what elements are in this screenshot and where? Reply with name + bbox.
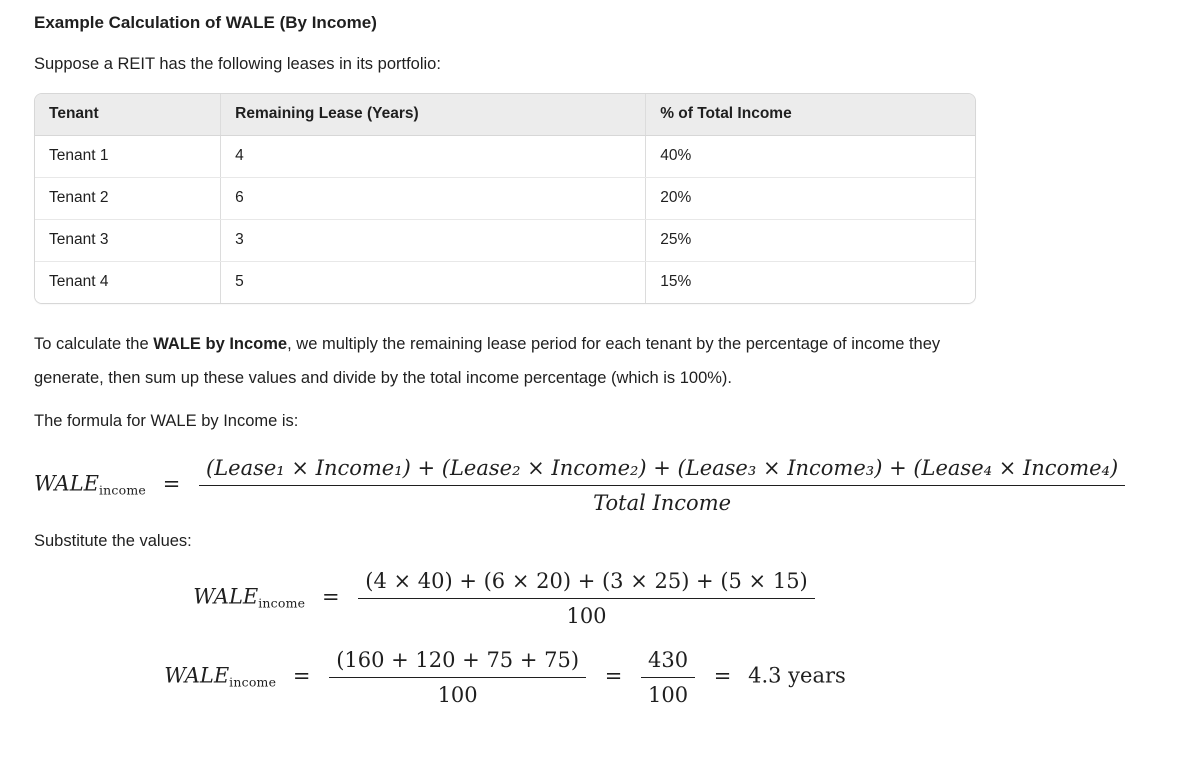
fraction: (Lease₁ × Income₁) + (Lease₂ × Income₂) … — [199, 455, 1126, 515]
column-header-tenant: Tenant — [35, 94, 221, 136]
formula-lhs: WALE — [34, 471, 99, 496]
equals-sign: = — [321, 584, 340, 609]
formula-result-value: 4.3 years — [748, 663, 846, 688]
fraction-numerator: (160 + 120 + 75 + 75) — [329, 647, 587, 678]
formula-lhs-subscript: income — [229, 674, 277, 690]
equals-sign: = — [713, 663, 732, 688]
table-row: Tenant 2 6 20% — [35, 177, 975, 220]
fraction-numerator: (Lease₁ × Income₁) + (Lease₂ × Income₂) … — [199, 455, 1126, 486]
page-title: Example Calculation of WALE (By Income) — [34, 13, 377, 32]
formula-lhs: WALE — [193, 584, 259, 609]
table-row: Tenant 1 4 40% — [35, 135, 975, 178]
equals-sign: = — [162, 471, 181, 496]
cell-tenant: Tenant 2 — [35, 177, 221, 220]
explanation-suffix: , we multiply the remaining lease period… — [34, 335, 941, 387]
cell-lease-years: 5 — [220, 261, 646, 303]
cell-tenant: Tenant 3 — [35, 219, 221, 262]
wale-formula-substituted: WALEincome = (4 × 40) + (6 × 20) + (3 × … — [34, 568, 976, 628]
fraction-numerator: 430 — [641, 647, 696, 678]
formula-lhs-subscript: income — [258, 595, 306, 611]
cell-income-share: 20% — [645, 177, 975, 220]
lease-table-grid: Tenant Remaining Lease (Years) % of Tota… — [35, 94, 975, 303]
formula-intro-text: The formula for WALE by Income is: — [34, 412, 299, 430]
cell-tenant: Tenant 1 — [35, 135, 221, 178]
fraction: (160 + 120 + 75 + 75) 100 — [329, 647, 587, 707]
formula-lhs: WALE — [164, 663, 230, 688]
fraction-denominator: 100 — [566, 604, 607, 628]
cell-lease-years: 6 — [220, 177, 646, 220]
fraction-denominator: 100 — [648, 683, 689, 707]
document-body: Example Calculation of WALE (By Income) … — [34, 13, 1150, 707]
column-header-income-share: % of Total Income — [645, 94, 975, 136]
fraction-denominator: 100 — [437, 683, 478, 707]
wale-formula-result: WALEincome = (160 + 120 + 75 + 75) 100 =… — [34, 647, 976, 707]
wale-formula-general: WALEincome = (Lease₁ × Income₁) + (Lease… — [34, 455, 1150, 515]
centered-formula-column: WALEincome = (4 × 40) + (6 × 20) + (3 × … — [34, 568, 976, 707]
cell-income-share: 15% — [645, 261, 975, 303]
table-row: Tenant 3 3 25% — [35, 219, 975, 262]
equals-sign: = — [604, 663, 623, 688]
cell-income-share: 25% — [645, 219, 975, 262]
formula-lhs-subscript: income — [98, 482, 147, 498]
fraction-denominator: Total Income — [593, 491, 732, 515]
substitute-label: Substitute the values: — [34, 532, 192, 550]
cell-lease-years: 3 — [220, 219, 646, 262]
cell-income-share: 40% — [645, 135, 975, 178]
fraction: 430 100 — [641, 647, 696, 707]
explanation-paragraph: To calculate the WALE by Income, we mult… — [34, 327, 946, 395]
explanation-prefix: To calculate the — [34, 335, 154, 353]
cell-lease-years: 4 — [220, 135, 646, 178]
lease-table: Tenant Remaining Lease (Years) % of Tota… — [34, 93, 976, 304]
fraction-numerator: (4 × 40) + (6 × 20) + (3 × 25) + (5 × 15… — [358, 568, 815, 599]
column-header-remaining-lease: Remaining Lease (Years) — [220, 94, 646, 136]
cell-tenant: Tenant 4 — [35, 261, 221, 303]
explanation-bold-term: WALE by Income — [153, 335, 288, 353]
intro-text: Suppose a REIT has the following leases … — [34, 55, 441, 73]
fraction: (4 × 40) + (6 × 20) + (3 × 25) + (5 × 15… — [358, 568, 815, 628]
equals-sign: = — [292, 663, 311, 688]
table-header-row: Tenant Remaining Lease (Years) % of Tota… — [35, 94, 975, 136]
table-row: Tenant 4 5 15% — [35, 261, 975, 303]
